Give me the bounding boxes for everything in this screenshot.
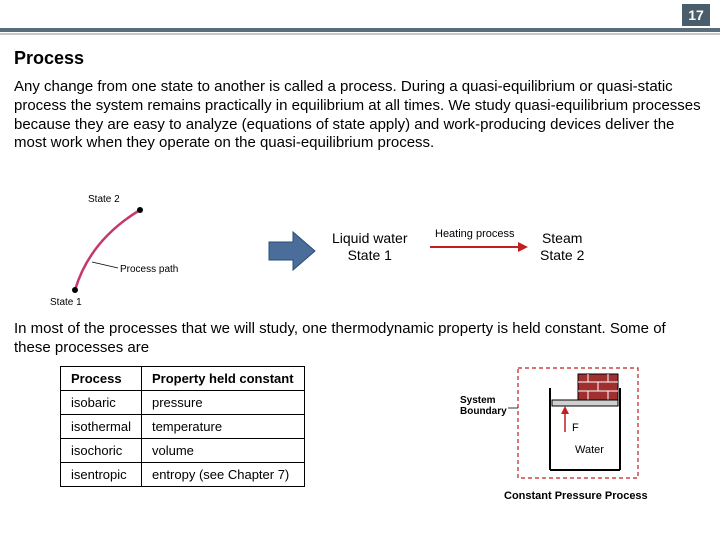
table-row: isentropicentropy (see Chapter 7) xyxy=(61,463,305,487)
liquid-water-label: Liquid water State 1 xyxy=(332,230,408,264)
header-rule-1 xyxy=(0,28,720,32)
paragraph-2: In most of the processes that we will st… xyxy=(14,320,706,358)
section-title: Process xyxy=(14,48,84,69)
svg-text:Process path: Process path xyxy=(120,264,178,275)
heating-process-label: Heating process xyxy=(435,228,515,240)
table-row: isobaricpressure xyxy=(61,391,305,415)
slide: 17 Process Any change from one state to … xyxy=(0,0,720,540)
system-boundary-label: System Boundary xyxy=(460,395,507,417)
left-top: Liquid water xyxy=(332,230,408,246)
page-number: 17 xyxy=(682,4,710,26)
right-top: Steam xyxy=(542,230,582,246)
block-arrow-icon xyxy=(265,230,320,272)
table-row: isochoricvolume xyxy=(61,439,305,463)
col-header-process: Process xyxy=(61,367,142,391)
header-rule-2 xyxy=(0,33,720,35)
process-path-curve: State 2 Process path State 1 xyxy=(20,190,230,310)
diagram-row: State 2 Process path State 1 Liquid wate… xyxy=(0,190,720,310)
piston-diagram: System Boundary F Water xyxy=(460,360,680,520)
force-label: F xyxy=(572,422,579,434)
right-bottom: State 2 xyxy=(540,247,584,263)
table-row: isothermaltemperature xyxy=(61,415,305,439)
steam-label: Steam State 2 xyxy=(540,230,584,264)
paragraph-1: Any change from one state to another is … xyxy=(14,78,706,153)
left-bottom: State 1 xyxy=(348,247,392,263)
heating-arrow-icon xyxy=(430,240,530,254)
piston-svg xyxy=(460,360,680,510)
svg-text:State 2: State 2 xyxy=(88,194,120,205)
table-header-row: Process Property held constant xyxy=(61,367,305,391)
col-header-property: Property held constant xyxy=(141,367,304,391)
process-table: Process Property held constant isobaricp… xyxy=(60,366,305,487)
water-label: Water xyxy=(575,444,604,456)
svg-text:State 1: State 1 xyxy=(50,297,82,308)
piston-caption: Constant Pressure Process xyxy=(504,490,648,502)
